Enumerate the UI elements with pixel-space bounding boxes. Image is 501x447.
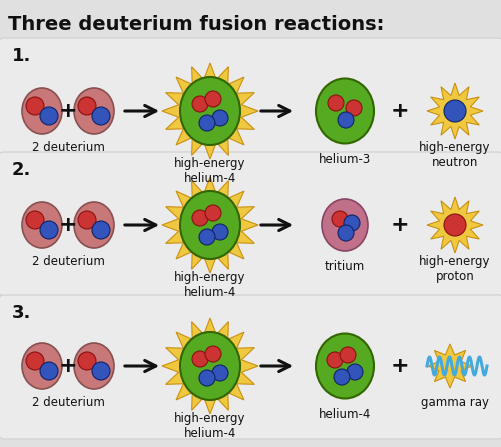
Text: +: + [59, 215, 77, 235]
Text: +: + [390, 101, 408, 121]
Polygon shape [162, 63, 258, 159]
Circle shape [92, 221, 110, 239]
Polygon shape [426, 197, 482, 253]
Polygon shape [162, 177, 258, 273]
Circle shape [345, 100, 361, 116]
Circle shape [92, 362, 110, 380]
Circle shape [78, 352, 96, 370]
Circle shape [443, 100, 465, 122]
Circle shape [204, 346, 220, 362]
Text: +: + [390, 356, 408, 376]
Text: gamma ray: gamma ray [420, 396, 488, 409]
Circle shape [337, 225, 353, 241]
Text: 2 deuterium: 2 deuterium [32, 255, 104, 268]
Circle shape [191, 96, 207, 112]
Text: high-energy
proton: high-energy proton [418, 255, 490, 283]
Circle shape [339, 347, 355, 363]
Circle shape [204, 91, 220, 107]
Ellipse shape [74, 88, 114, 134]
Circle shape [327, 95, 343, 111]
Text: +: + [59, 101, 77, 121]
Ellipse shape [315, 333, 373, 398]
Circle shape [331, 211, 347, 227]
Text: tritium: tritium [324, 260, 364, 273]
Circle shape [443, 214, 465, 236]
Text: +: + [59, 356, 77, 376]
Circle shape [337, 112, 353, 128]
Circle shape [211, 110, 227, 126]
Ellipse shape [180, 332, 239, 400]
Text: 3.: 3. [12, 304, 32, 322]
Text: 2 deuterium: 2 deuterium [32, 396, 104, 409]
Circle shape [198, 229, 214, 245]
Circle shape [40, 107, 58, 125]
Ellipse shape [321, 199, 367, 251]
Ellipse shape [22, 343, 62, 389]
Text: high-energy
helium-4: high-energy helium-4 [174, 271, 245, 299]
Polygon shape [162, 318, 258, 414]
Circle shape [343, 215, 359, 231]
FancyBboxPatch shape [0, 38, 501, 184]
Circle shape [40, 362, 58, 380]
Circle shape [204, 205, 220, 221]
Polygon shape [427, 344, 471, 388]
Ellipse shape [315, 79, 373, 143]
Circle shape [26, 97, 44, 115]
Circle shape [78, 97, 96, 115]
Text: helium-3: helium-3 [318, 153, 370, 166]
Circle shape [211, 224, 227, 240]
Circle shape [198, 370, 214, 386]
Text: 2.: 2. [12, 161, 32, 179]
Circle shape [326, 352, 342, 368]
Circle shape [78, 211, 96, 229]
Text: helium-4: helium-4 [318, 408, 370, 421]
Circle shape [346, 364, 362, 380]
Ellipse shape [180, 77, 239, 145]
FancyBboxPatch shape [0, 152, 501, 296]
Text: high-energy
helium-4: high-energy helium-4 [174, 157, 245, 185]
Circle shape [92, 107, 110, 125]
Circle shape [198, 115, 214, 131]
Text: high-energy
helium-4: high-energy helium-4 [174, 412, 245, 440]
FancyBboxPatch shape [0, 295, 501, 439]
Ellipse shape [74, 343, 114, 389]
Circle shape [40, 221, 58, 239]
Circle shape [191, 351, 207, 367]
Circle shape [26, 211, 44, 229]
Circle shape [191, 210, 207, 226]
Polygon shape [426, 83, 482, 139]
Circle shape [333, 369, 349, 385]
Text: 1.: 1. [12, 47, 32, 65]
Ellipse shape [180, 191, 239, 259]
Ellipse shape [22, 88, 62, 134]
Text: high-energy
neutron: high-energy neutron [418, 141, 490, 169]
Circle shape [211, 365, 227, 381]
Text: Three deuterium fusion reactions:: Three deuterium fusion reactions: [8, 15, 384, 34]
Ellipse shape [22, 202, 62, 248]
Text: 2 deuterium: 2 deuterium [32, 141, 104, 154]
Ellipse shape [74, 202, 114, 248]
Circle shape [26, 352, 44, 370]
Text: +: + [390, 215, 408, 235]
